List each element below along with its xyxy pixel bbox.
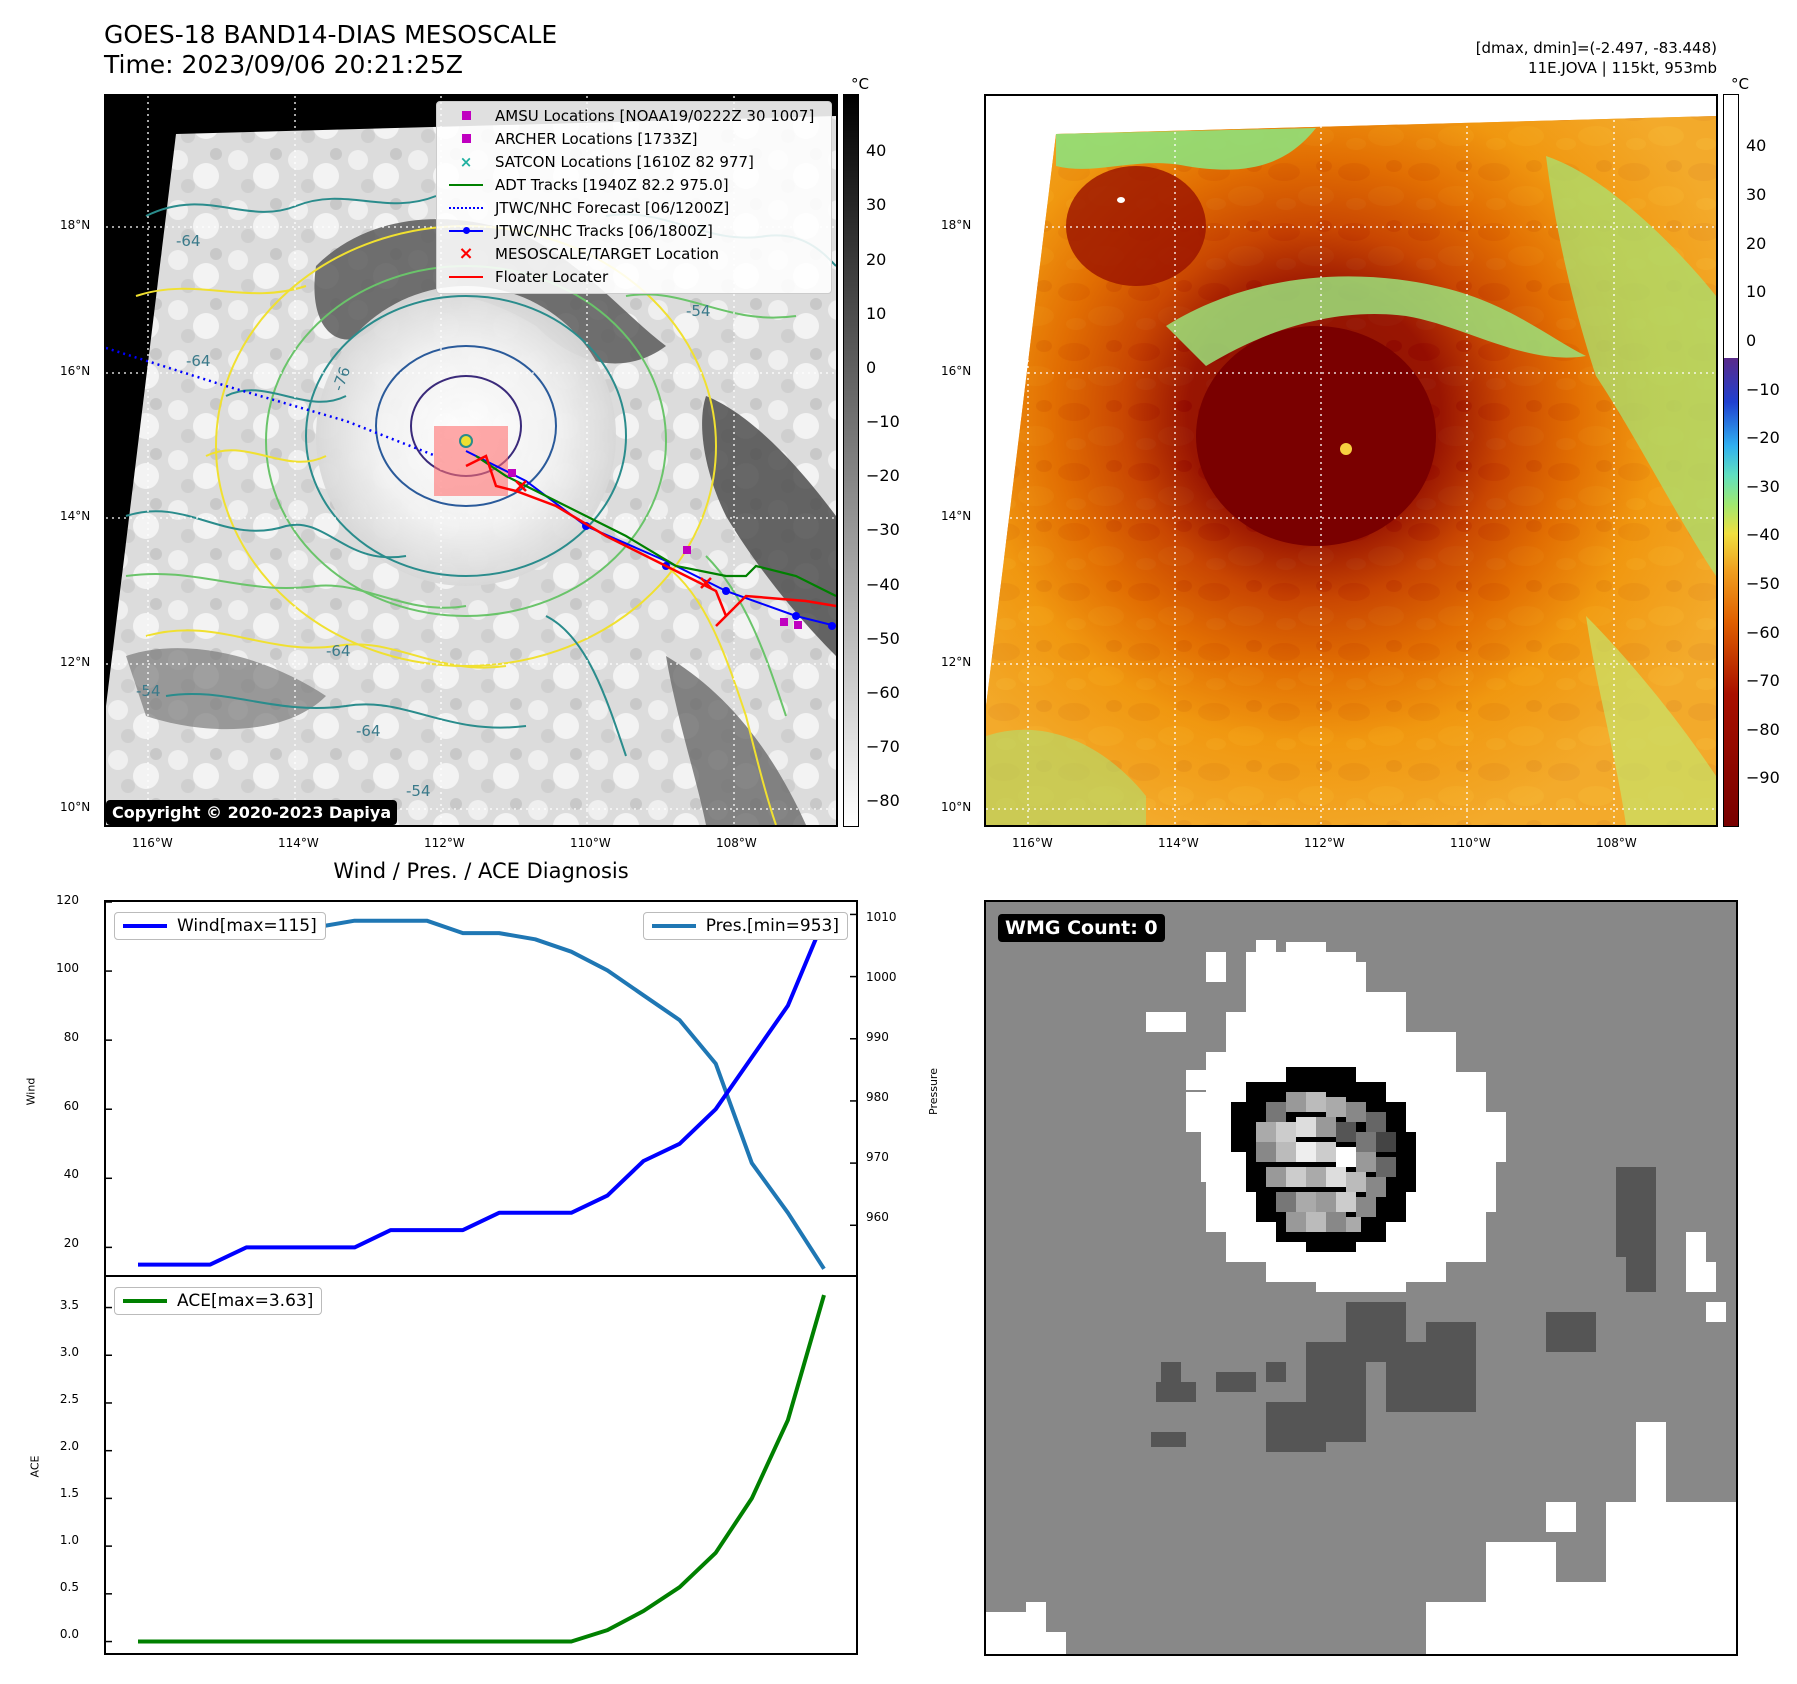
legend-item-satcon: × SATCON Locations [1610Z 82 977] [459, 152, 754, 171]
legend-item-amsu: AMSU Locations [NOAA19/0222Z 30 1007] [437, 104, 831, 127]
legend-item-target: × MESOSCALE/TARGET Location [458, 243, 720, 264]
adt-track [475, 455, 836, 597]
ace-series-line [138, 1294, 826, 1644]
lat-tick: 12°N [60, 655, 91, 669]
pres-legend: Pres.[min=953] [642, 912, 848, 940]
figure-title: GOES-18 BAND14-DIAS MESOSCALE [104, 20, 558, 49]
lon-tick: 114°W [1158, 836, 1199, 850]
wmg-count-label: WMG Count: 0 [998, 914, 1165, 942]
lat-tick: 10°N [60, 800, 91, 814]
ace-panel: ACE[max=3.63] [104, 1275, 858, 1655]
wmg-panel: WMG Count: 0 [984, 900, 1738, 1656]
lon-tick: 110°W [1450, 836, 1491, 850]
legend-item-archer: ARCHER Locations [1733Z] [437, 127, 831, 150]
figure-time: Time: 2023/09/06 20:21:25Z [104, 50, 463, 79]
floater-track [465, 454, 836, 627]
wind-legend: Wind[max=115] [114, 912, 326, 940]
ir-contour-map: -64 -54 -76 -64 -54 -64 -64 -54 [104, 94, 838, 827]
diag-title: Wind / Pres. / ACE Diagnosis [333, 859, 629, 883]
lon-tick: 110°W [570, 836, 611, 850]
contour-label: -54 [686, 302, 711, 320]
lon-tick: 108°W [1596, 836, 1637, 850]
lat-tick: 16°N [60, 364, 91, 378]
lon-tick: 114°W [278, 836, 319, 850]
ace-ylabel: ACE [28, 1455, 42, 1478]
wind-ylabel: Wind [24, 1077, 38, 1106]
colorbar-unit: °C [851, 75, 869, 93]
ir-color-image [986, 96, 1716, 825]
lon-tick: 116°W [132, 836, 173, 850]
contour-label: -54 [406, 782, 431, 800]
lat-tick: 14°N [60, 509, 91, 523]
lon-tick: 112°W [1304, 836, 1345, 850]
pressure-series-line [138, 912, 826, 1270]
legend-item-tracks: JTWC/NHC Tracks [06/1800Z] [437, 219, 831, 242]
ace-legend: ACE[max=3.63] [114, 1287, 323, 1315]
lat-tick: 10°N [941, 800, 972, 814]
ace-plot [106, 1294, 826, 1644]
wind-series-line [138, 918, 826, 1267]
ir-color-map [984, 94, 1718, 827]
lat-tick: 18°N [941, 218, 972, 232]
legend-item-adt: ADT Tracks [1940Z 82.2 975.0] [437, 173, 831, 196]
colorbar-right [1723, 94, 1739, 827]
legend-item-floater: Floater Locater [437, 265, 831, 288]
legend-item-forecast: JTWC/NHC Forecast [06/1200Z] [437, 196, 831, 219]
lon-tick: 116°W [1012, 836, 1053, 850]
contour-label: -64 [176, 232, 201, 250]
contour-label: -64 [326, 642, 351, 660]
storm-info: 11E.JOVA | 115kt, 953mb [1528, 59, 1717, 77]
lat-tick: 12°N [941, 655, 972, 669]
lat-tick: 14°N [941, 509, 972, 523]
contour-label: -64 [186, 352, 211, 370]
eye-marker [459, 434, 473, 448]
pres-ylabel: Pressure [926, 1068, 940, 1115]
lat-tick: 16°N [941, 364, 972, 378]
wind-pres-plot [106, 902, 856, 1270]
map-legend: AMSU Locations [NOAA19/0222Z 30 1007] AR… [436, 101, 832, 294]
colorbar-left [843, 94, 859, 827]
colorbar-unit: °C [1731, 75, 1749, 93]
lat-tick: 18°N [60, 218, 91, 232]
lon-tick: 112°W [424, 836, 465, 850]
dmax-dmin-readout: [dmax, dmin]=(-2.497, -83.448) [1475, 39, 1717, 57]
wind-pres-panel: Wind[max=115] Pres.[min=953] [104, 900, 858, 1277]
contour-label: -64 [356, 722, 381, 740]
storm-eye [1340, 443, 1352, 455]
copyright-label: Copyright © 2020-2023 Dapiya [106, 800, 398, 825]
lon-tick: 108°W [716, 836, 757, 850]
wmg-image [986, 940, 1736, 1654]
